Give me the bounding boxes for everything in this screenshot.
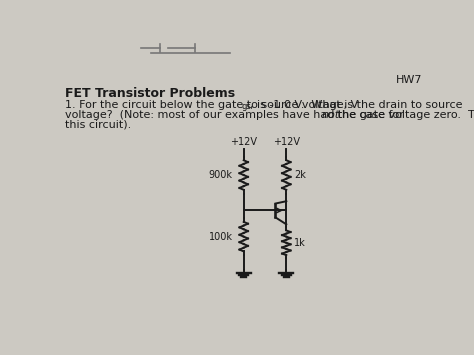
Text: FET Transistor Problems: FET Transistor Problems	[65, 87, 236, 100]
Text: 1k: 1k	[294, 238, 306, 248]
Text: , is -1.0 V.  What is the drain to source: , is -1.0 V. What is the drain to source	[250, 100, 463, 110]
Text: +12V: +12V	[230, 137, 257, 147]
Text: 1. For the circuit below the gate to source voltage, V: 1. For the circuit below the gate to sou…	[65, 100, 359, 110]
Text: this circuit).: this circuit).	[65, 120, 132, 130]
Text: gs: gs	[241, 102, 251, 110]
Text: voltage?  (Note: most of our examples have had the gate voltage zero.  That is: voltage? (Note: most of our examples hav…	[65, 110, 474, 120]
Text: +12V: +12V	[273, 137, 300, 147]
Text: the case for: the case for	[334, 110, 403, 120]
Text: 100k: 100k	[209, 232, 233, 242]
Text: 900k: 900k	[209, 170, 233, 180]
Text: not: not	[322, 110, 340, 120]
Text: 2k: 2k	[294, 170, 306, 180]
Text: HW7: HW7	[395, 75, 422, 85]
